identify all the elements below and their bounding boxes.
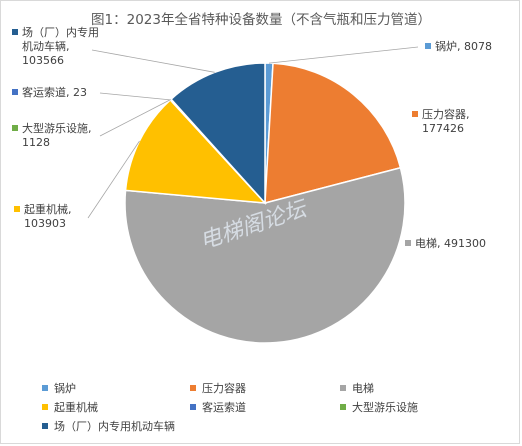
legend-entry-2: 电梯 <box>352 382 374 395</box>
slice-4-label-line: 客运索道, 23 <box>22 85 87 99</box>
slice-3-label-line: 103903 <box>24 217 66 230</box>
legend-entry-0: 锅炉 <box>54 382 76 395</box>
legend-swatch-5 <box>340 404 346 410</box>
slices-group <box>124 62 406 344</box>
slice-2 <box>124 166 406 344</box>
slice-6 <box>170 62 266 205</box>
slice-2-label-line: 电梯, 491300 <box>415 237 486 250</box>
slice-0-leader-line <box>268 46 419 64</box>
data-labels-group: 锅炉, 8078 压力容器,177426 电梯, 491300 起重机械,103903… <box>12 25 492 250</box>
slice-2-label-marker <box>405 240 411 246</box>
slice-6-label-marker <box>12 29 18 35</box>
slice-1-label-line: 压力容器, <box>422 107 470 121</box>
legend-entry-3: 起重机械 <box>54 400 98 414</box>
slice-0-label-line: 锅炉, 8078 <box>435 40 492 53</box>
slice-3-leader-line <box>87 140 140 219</box>
slice-0-label-marker <box>425 43 431 49</box>
legend-swatch-1 <box>190 385 196 391</box>
legend-swatch-3 <box>42 404 48 410</box>
legend-entry-1: 压力容器 <box>202 381 246 395</box>
slice-6-label-line: 机动车辆, <box>22 39 70 53</box>
leader-lines-group <box>87 46 419 219</box>
slice-3-label-marker <box>14 206 20 212</box>
slice-5-label-marker <box>12 125 18 131</box>
slice-4-label-marker <box>12 89 18 95</box>
legend-swatch-6 <box>42 423 48 429</box>
legend-entry-4: 客运索道 <box>202 400 246 414</box>
chart-title: 图1：2023年全省特种设备数量（不含气瓶和压力管道） <box>91 11 431 28</box>
slice-3 <box>124 98 267 204</box>
slice-3-label-line: 起重机械, <box>24 202 72 216</box>
legend-swatch-4 <box>190 404 196 410</box>
slice-6-label-line: 场（厂）内专用 <box>22 25 99 39</box>
slice-1-label-marker <box>412 111 418 117</box>
slice-5-label-line: 大型游乐设施, <box>22 121 92 135</box>
legend-entry-6: 场（厂）内专用机动车辆 <box>54 419 175 433</box>
slice-5-label-line: 1128 <box>22 136 50 149</box>
legend-swatch-0 <box>42 385 48 391</box>
slice-5-leader-line <box>99 99 171 137</box>
slice-6-leader-line <box>91 49 215 73</box>
legend-entry-5: 大型游乐设施 <box>352 400 418 414</box>
slice-1 <box>264 62 402 204</box>
slice-4-leader-line <box>99 92 171 101</box>
legend-swatch-2 <box>340 385 346 391</box>
slice-6-label-line: 103566 <box>22 54 64 67</box>
slice-1-label-line: 177426 <box>422 122 464 135</box>
